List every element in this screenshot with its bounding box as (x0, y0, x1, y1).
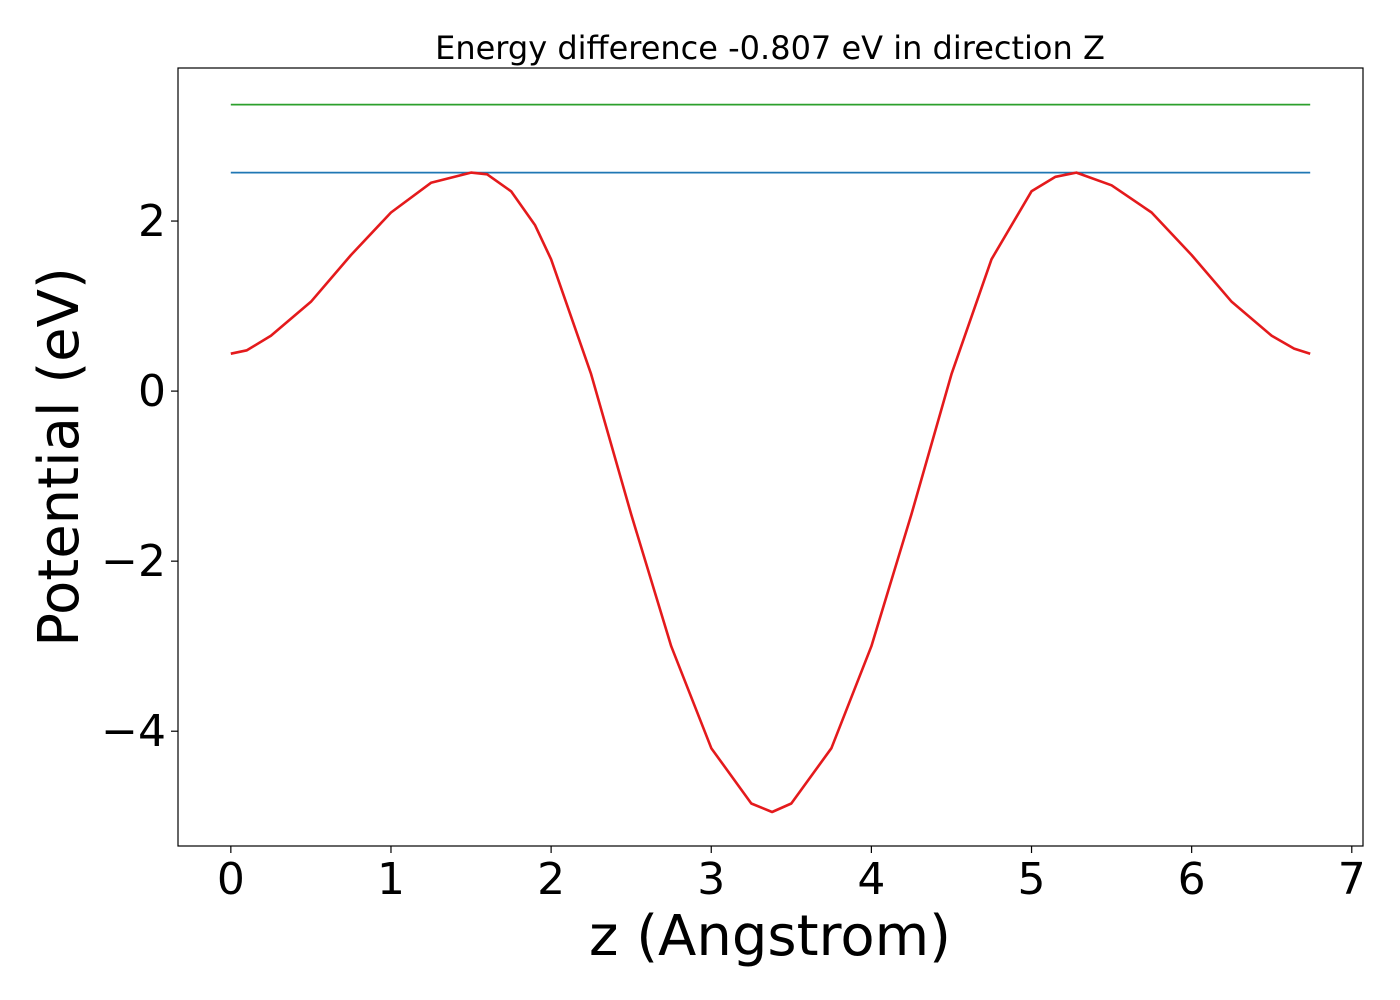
y-tick-label: −2 (101, 536, 166, 587)
x-tick-label: 1 (377, 854, 405, 905)
x-tick-label: 3 (697, 854, 725, 905)
x-tick-label: 4 (857, 854, 885, 905)
y-axis-label: Potential (eV) (27, 267, 92, 647)
chart-title: Energy difference -0.807 eV in direction… (435, 29, 1105, 67)
x-axis: 0 1 2 3 4 5 6 7 (217, 846, 1366, 905)
x-tick-label: 6 (1178, 854, 1206, 905)
plot-area (230, 103, 1311, 814)
x-tick-label: 5 (1018, 854, 1046, 905)
x-axis-label: z (Angstrom) (589, 904, 951, 969)
y-tick-label: −4 (101, 706, 166, 757)
y-tick-label: 0 (138, 366, 166, 417)
x-tick-label: 0 (217, 854, 245, 905)
series-line-2 (230, 171, 1311, 814)
x-tick-label: 2 (537, 854, 565, 905)
y-axis: −4 −2 0 2 (101, 196, 178, 757)
axes-frame (177, 67, 1364, 847)
x-tick-label: 7 (1338, 854, 1366, 905)
y-tick-label: 2 (138, 196, 166, 247)
